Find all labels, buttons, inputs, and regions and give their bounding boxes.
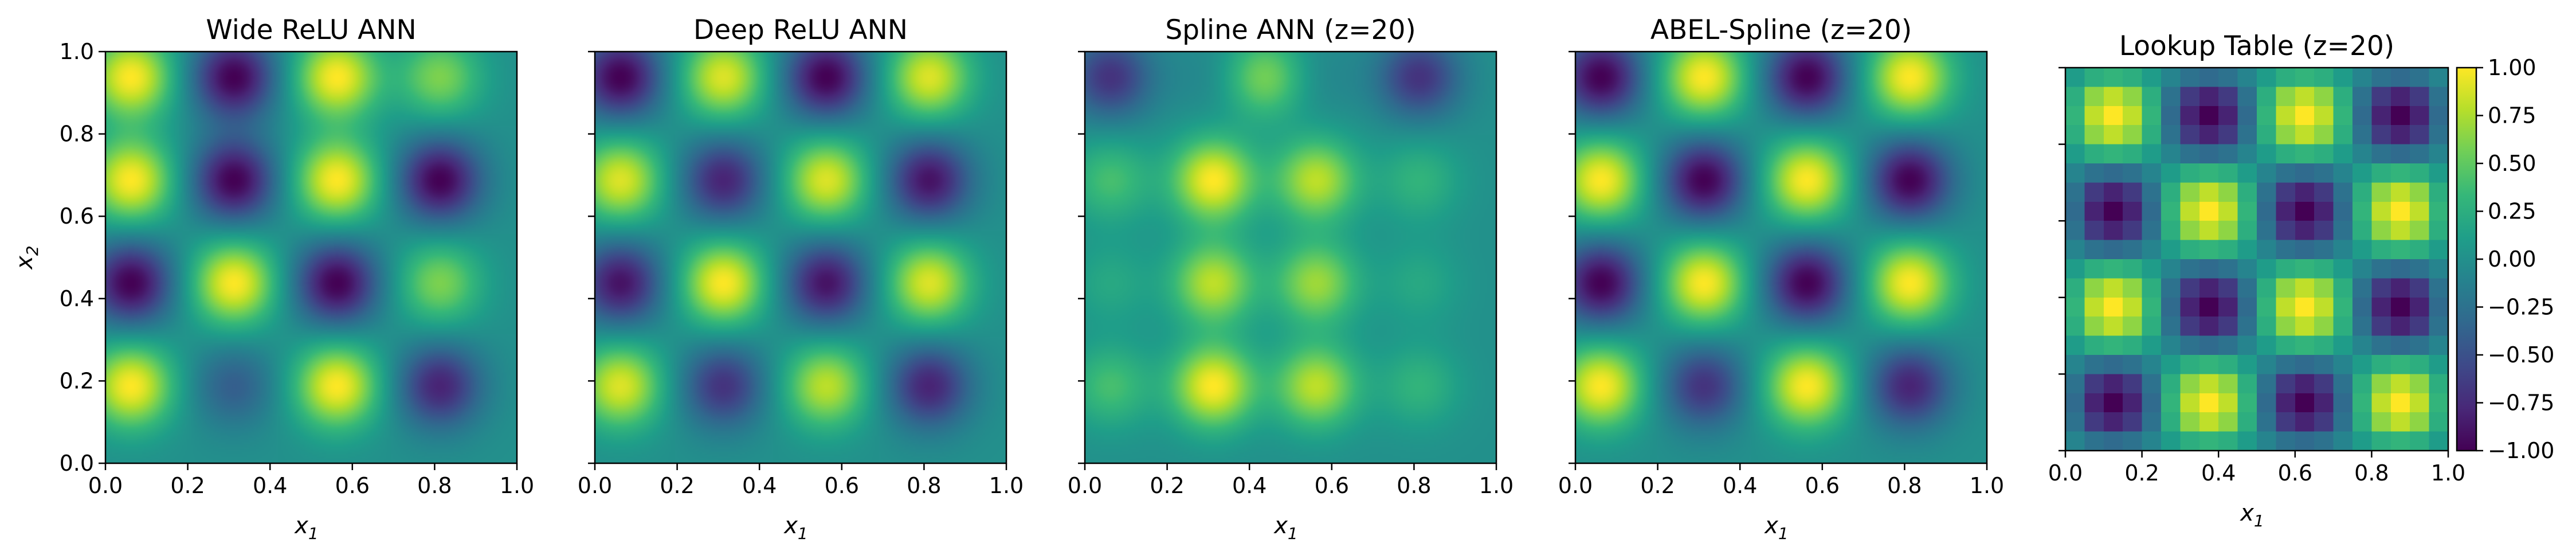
- x-tick-label: 0.2: [170, 473, 205, 498]
- x-axis-label: x1: [1273, 513, 1298, 543]
- y-tick-label: 0.8: [60, 122, 94, 147]
- colorbar-tick-label: 0.50: [2488, 151, 2536, 176]
- x-tick-label: 1.0: [1970, 473, 2004, 498]
- colorbar-tick-label: −0.75: [2488, 390, 2554, 416]
- x-tick-label: 0.4: [2201, 460, 2236, 486]
- axes-frame: [104, 50, 518, 464]
- colorbar-tick-label: 1.00: [2488, 55, 2536, 80]
- x-tick-label: 0.6: [2278, 460, 2312, 486]
- panel-2: Deep ReLU ANN 0.0 0.2 0.4 0.6 0.8 1.0 x1: [578, 14, 1024, 543]
- x-tick-label: 0.4: [742, 473, 777, 498]
- panel-title: Deep ReLU ANN: [693, 14, 908, 46]
- x-tick-label: 0.6: [825, 473, 859, 498]
- panel-title: ABEL-Spline (z=20): [1650, 14, 1912, 46]
- heatmap-image: [1085, 52, 1496, 463]
- x-tick-label: 0.6: [335, 473, 370, 498]
- y-tick-label: 0.0: [60, 451, 94, 476]
- colorbar-tick-label: −1.00: [2488, 438, 2554, 463]
- panel-4: ABEL-Spline (z=20) 0.0 0.2 0.4 0.6 0.8 1.0 x1: [1558, 14, 2004, 543]
- x-tick-label: 0.4: [1232, 473, 1267, 498]
- colorbar-tick-label: 0.25: [2488, 199, 2536, 224]
- x-axis-label: x1: [2239, 500, 2264, 530]
- colorbar-gradient: [2457, 68, 2476, 451]
- colorbar: 1.00 0.75 0.50 0.25 0.00 −0.25 −0.50 −0.75 −1.00: [2456, 55, 2554, 463]
- x-tick-label: 1.0: [2431, 460, 2465, 486]
- x-tick-label: 0.8: [417, 473, 452, 498]
- x-axis-label: x1: [1763, 513, 1789, 543]
- y-axis-label: x2: [11, 245, 42, 271]
- x-axis-label: x1: [783, 513, 808, 543]
- panel-title: Lookup Table (z=20): [2119, 30, 2394, 62]
- axes-frame: [2064, 67, 2449, 452]
- x-tick-label: 1.0: [1479, 473, 1514, 498]
- x-tick-label: 0.0: [1068, 473, 1102, 498]
- x-tick-label: 0.6: [1805, 473, 1840, 498]
- x-tick-label: 0.2: [1640, 473, 1675, 498]
- x-axis-label: x1: [293, 513, 319, 543]
- x-tick-label: 1.0: [989, 473, 1024, 498]
- x-tick-label: 0.0: [578, 473, 612, 498]
- x-tick-label: 0.0: [88, 473, 123, 498]
- x-tick-label: 0.8: [1397, 473, 1431, 498]
- x-tick-label: 0.6: [1315, 473, 1349, 498]
- colorbar-tick-label: −0.25: [2488, 295, 2554, 320]
- y-tick-label: 0.6: [60, 204, 94, 229]
- y-tick-label: 0.2: [60, 368, 94, 393]
- panel-1: Wide ReLU ANN 0.0 0.2 0.4 0.6 0.8 1.0 0.0 0.2 0.4…: [11, 14, 534, 543]
- panel-3: Spline ANN (z=20) 0.0 0.2 0.4 0.6 0.8 1.0 x1: [1068, 14, 1514, 543]
- panel-5: Lookup Table (z=20) 0.0 0.2 0.4 0.6 0.8 1.0 x1: [2048, 30, 2465, 530]
- heatmap-image: [1575, 52, 1987, 463]
- x-tick-label: 0.8: [2354, 460, 2389, 486]
- x-tick-label: 0.8: [907, 473, 941, 498]
- x-tick-label: 0.0: [2048, 460, 2083, 486]
- colorbar-tick-label: −0.50: [2488, 342, 2554, 368]
- x-tick-label: 0.2: [2124, 460, 2159, 486]
- x-tick-label: 0.2: [660, 473, 694, 498]
- x-tick-label: 0.2: [1150, 473, 1184, 498]
- panel-title: Spline ANN (z=20): [1165, 14, 1416, 46]
- x-tick-label: 0.4: [253, 473, 287, 498]
- x-tick-label: 0.4: [1723, 473, 1757, 498]
- x-tick-label: 0.8: [1887, 473, 1922, 498]
- panel-title: Wide ReLU ANN: [206, 14, 416, 46]
- axes-frame: [1574, 50, 1988, 464]
- heatmap-image: [2065, 68, 2448, 451]
- axes-frame: [594, 50, 1007, 464]
- x-tick-label: 1.0: [500, 473, 534, 498]
- heatmap-image: [105, 52, 517, 463]
- axes-frame: [1084, 50, 1497, 464]
- x-tick-label: 0.0: [1558, 473, 1593, 498]
- y-tick-label: 0.4: [60, 286, 94, 311]
- y-tick-label: 1.0: [60, 39, 94, 64]
- colorbar-tick-label: 0.75: [2488, 103, 2536, 128]
- heatmap-image: [595, 52, 1006, 463]
- colorbar-tick-label: 0.00: [2488, 247, 2536, 272]
